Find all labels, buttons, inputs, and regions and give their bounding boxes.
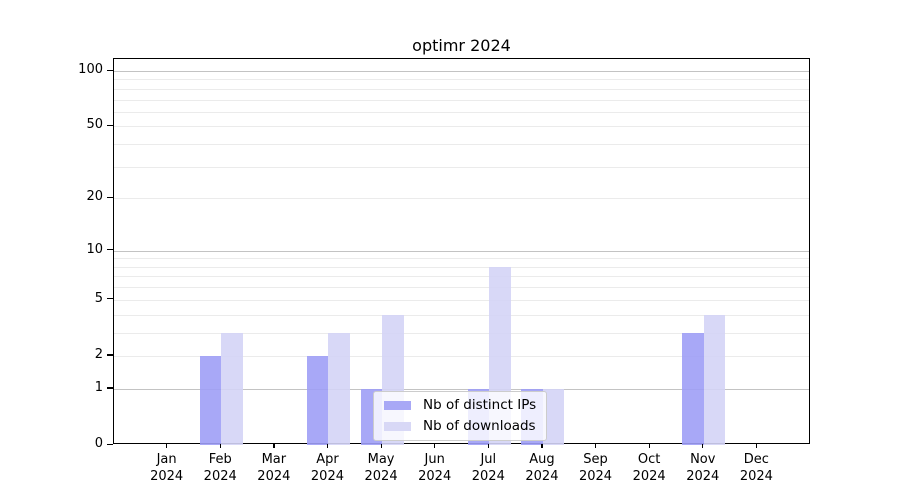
legend-item-downloads: Nb of downloads: [384, 418, 536, 435]
x-tick-label: Sep 2024: [578, 452, 613, 484]
bar-distinct-ips: [682, 332, 704, 445]
gridline-minor: [114, 166, 809, 168]
x-tick-label: Jul 2024: [471, 452, 505, 484]
gridline-minor: [114, 355, 809, 357]
gridline-minor: [114, 144, 809, 146]
y-tick-mark: [107, 124, 113, 127]
x-tick-mark: [702, 444, 704, 448]
bar-downloads: [703, 314, 726, 445]
gridline-minor: [114, 299, 809, 301]
x-tick-mark: [434, 444, 436, 448]
x-tick-mark: [326, 444, 329, 448]
legend-label-downloads: Nb of downloads: [423, 418, 536, 434]
gridline-major: [114, 250, 809, 252]
x-tick-mark: [755, 444, 758, 448]
legend-label-distinct-ips: Nb of distinct IPs: [423, 397, 537, 413]
gridline-major: [114, 71, 809, 72]
x-tick-mark: [541, 444, 543, 448]
bar-downloads: [542, 388, 565, 445]
gridline-minor: [114, 314, 809, 316]
x-tick-label: Dec 2024: [739, 452, 773, 484]
y-tick-label: 0: [94, 436, 103, 451]
x-tick-label: Feb 2024: [203, 452, 237, 484]
legend-swatch-distinct-ips: [384, 401, 411, 410]
legend-swatch-downloads: [384, 422, 411, 431]
y-tick-label: 2: [94, 346, 103, 362]
gridline-minor: [114, 287, 809, 289]
x-tick-label: Aug 2024: [525, 452, 559, 484]
gridline-minor: [114, 266, 809, 268]
bar-downloads: [221, 332, 243, 445]
x-tick-mark: [219, 444, 221, 448]
y-tick-mark: [107, 298, 113, 300]
y-tick-label: 20: [86, 189, 103, 205]
chart-title: optimr 2024: [412, 36, 511, 55]
y-tick-mark: [107, 387, 113, 389]
bar-distinct-ips: [199, 355, 222, 445]
y-tick-mark: [107, 196, 113, 198]
x-tick-label: Jun 2024: [418, 452, 452, 484]
x-tick-label: May 2024: [364, 452, 398, 484]
gridline-minor: [114, 126, 809, 128]
y-tick-label: 1: [94, 379, 103, 395]
y-tick-mark: [107, 69, 113, 71]
gridline-minor: [114, 276, 809, 278]
gridline-minor: [114, 198, 809, 200]
gridline-minor: [114, 88, 809, 90]
x-tick-label: Jan 2024: [150, 452, 184, 484]
y-tick-mark: [107, 443, 113, 445]
y-tick-mark: [107, 249, 113, 251]
plot-area: Nb of distinct IPs Nb of downloads: [113, 58, 810, 445]
gridline-minor: [114, 258, 809, 260]
y-tick-label: 50: [86, 117, 103, 133]
x-tick-mark: [648, 444, 650, 448]
bar-downloads: [328, 332, 350, 445]
x-tick-label: Nov 2024: [686, 452, 720, 484]
x-tick-mark: [487, 444, 489, 448]
x-tick-mark: [273, 444, 275, 448]
x-tick-label: Oct 2024: [632, 452, 666, 484]
legend: Nb of distinct IPs Nb of downloads: [373, 391, 548, 441]
x-tick-mark: [380, 444, 382, 448]
gridline-minor: [114, 111, 809, 113]
gridline-major: [114, 388, 809, 390]
gridline-minor: [114, 99, 809, 101]
gridline-minor: [114, 79, 809, 81]
legend-item-distinct-ips: Nb of distinct IPs: [384, 397, 536, 414]
y-tick-mark: [107, 354, 113, 356]
y-tick-label: 5: [94, 290, 103, 306]
x-tick-label: Apr 2024: [310, 452, 344, 484]
bar-distinct-ips: [307, 355, 329, 445]
x-tick-mark: [166, 444, 168, 448]
x-tick-label: Mar 2024: [257, 452, 291, 484]
x-tick-mark: [595, 444, 597, 448]
y-tick-label: 10: [86, 241, 103, 257]
gridline-minor: [114, 332, 809, 334]
y-tick-label: 100: [78, 62, 103, 77]
